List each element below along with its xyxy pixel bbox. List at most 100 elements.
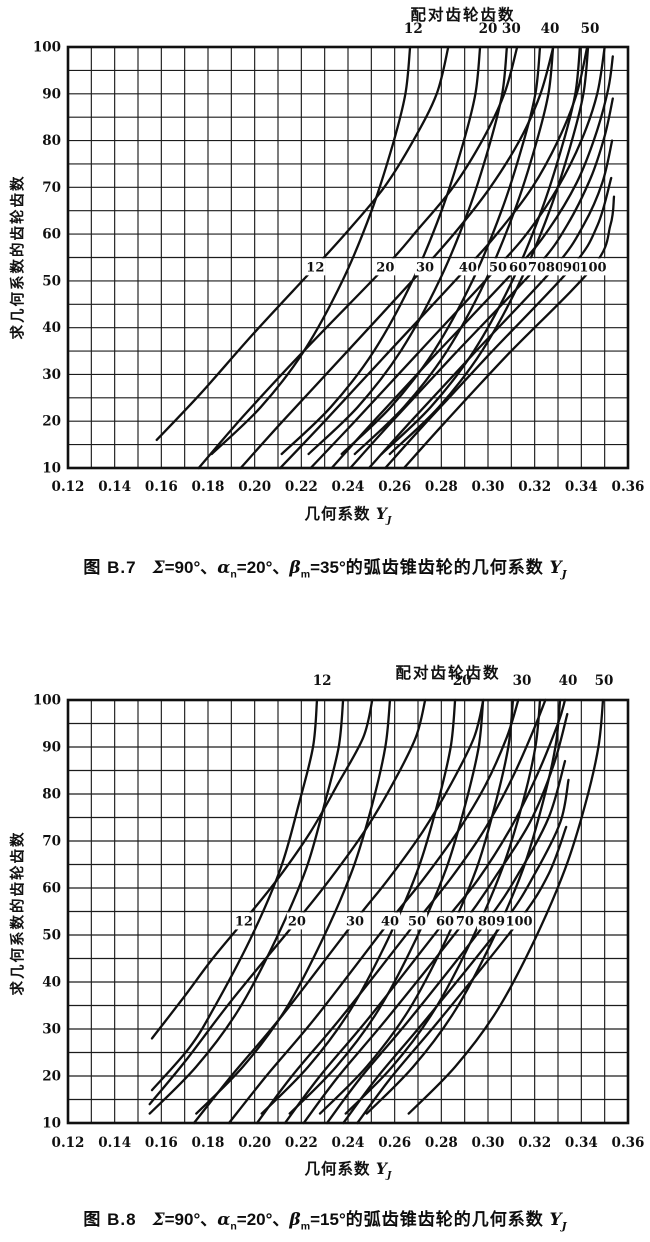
x-tick: 0.18 bbox=[192, 479, 225, 495]
mate-teeth-curve bbox=[148, 698, 345, 1115]
x-tick: 0.16 bbox=[145, 479, 178, 495]
band-label: 60 bbox=[436, 914, 454, 929]
mate-teeth-curve bbox=[150, 698, 374, 1040]
x-axis-symbol: Y bbox=[375, 1159, 387, 1178]
label-chip bbox=[454, 912, 475, 930]
x-tick: 0.14 bbox=[98, 1135, 131, 1151]
y-tick: 80 bbox=[42, 133, 61, 149]
y-tick: 90 bbox=[42, 86, 61, 102]
alpha-symbol: α bbox=[217, 1210, 231, 1230]
yj-symbol: Y bbox=[549, 1210, 562, 1230]
alpha-sub: n bbox=[230, 568, 237, 581]
y-tick: 40 bbox=[42, 320, 61, 336]
beta-symbol: β bbox=[289, 558, 301, 578]
band-label: 20 bbox=[376, 260, 394, 275]
sigma-symbol: Σ bbox=[152, 1210, 165, 1230]
mate-teeth-curve bbox=[356, 825, 568, 1125]
band-label: 80 bbox=[546, 260, 564, 275]
yj-sub: J bbox=[561, 1220, 567, 1233]
x-tick: 0.32 bbox=[518, 479, 551, 495]
mate-teeth-curve bbox=[307, 45, 509, 456]
top-label: 40 bbox=[559, 673, 578, 689]
figure-number: 图 B.7 bbox=[83, 558, 137, 577]
label-chip bbox=[414, 258, 436, 276]
y-tick: 60 bbox=[42, 881, 61, 897]
mate-teeth-curve bbox=[309, 45, 606, 470]
top-label: 20 bbox=[479, 21, 498, 37]
x-tick: 0.26 bbox=[378, 1135, 411, 1151]
mate-teeth-curve bbox=[195, 698, 392, 1115]
y-tick: 100 bbox=[33, 693, 61, 709]
y-tick: 50 bbox=[42, 273, 61, 289]
caption-text: 的弧齿锥齿轮的几何系数 bbox=[345, 558, 550, 577]
band-label: 40 bbox=[381, 914, 399, 929]
top-curve-labels: 12 20 30 40 50 bbox=[404, 21, 599, 37]
grid bbox=[68, 700, 628, 1123]
band-label: 50 bbox=[408, 914, 426, 929]
band-label: 30 bbox=[416, 260, 434, 275]
y-tick: 100 bbox=[33, 40, 61, 56]
x-tick: 0.22 bbox=[285, 1135, 318, 1151]
top-label: 40 bbox=[541, 21, 560, 37]
y-tick: 30 bbox=[42, 1022, 61, 1038]
mate-teeth-curve bbox=[260, 698, 457, 1115]
y-tick: 70 bbox=[42, 180, 61, 196]
band-label: 60 bbox=[509, 260, 527, 275]
x-axis-title-b8: 几何系数 YJ bbox=[305, 1157, 392, 1180]
band-label: 90 bbox=[563, 260, 581, 275]
label-chip bbox=[233, 912, 255, 930]
mate-teeth-curve bbox=[148, 698, 427, 1106]
mate-teeth-heading-b7: 配对齿轮齿数 bbox=[410, 7, 516, 24]
x-tick: 0.20 bbox=[238, 479, 271, 495]
band-label: 20 bbox=[288, 914, 306, 929]
top-label: 12 bbox=[404, 21, 423, 37]
mate-teeth-curve bbox=[279, 45, 589, 470]
mate-teeth-curve bbox=[318, 698, 515, 1115]
y-tick-labels: 100 90 80 70 60 50 40 30 20 10 bbox=[33, 693, 61, 1132]
x-tick: 0.34 bbox=[565, 1135, 598, 1151]
x-tick: 0.30 bbox=[472, 1135, 505, 1151]
y-tick: 80 bbox=[42, 787, 61, 803]
sigma-symbol: Σ bbox=[152, 558, 165, 578]
sigma-value: =90°、 bbox=[164, 558, 218, 577]
x-tick-labels: 0.12 0.14 0.16 0.18 0.20 0.22 0.24 0.26 0.28 0.30… bbox=[52, 479, 645, 495]
yj-symbol: Y bbox=[549, 558, 562, 578]
band-label: 100 bbox=[505, 914, 532, 929]
label-chip bbox=[505, 912, 533, 930]
label-chip bbox=[561, 258, 583, 276]
x-tick: 0.28 bbox=[425, 479, 458, 495]
mate-teeth-curve bbox=[283, 698, 567, 1125]
x-tick: 0.20 bbox=[238, 1135, 271, 1151]
top-label: 50 bbox=[581, 21, 600, 37]
mate-teeth-curve bbox=[150, 698, 319, 1092]
band-label: 50 bbox=[489, 260, 507, 275]
y-axis-title-b8: 求几何系数的齿轮齿数 bbox=[10, 830, 27, 996]
label-chip bbox=[375, 258, 396, 276]
mate-teeth-curve bbox=[388, 45, 590, 456]
y-tick: 50 bbox=[42, 928, 61, 944]
y-tick-labels: 100 90 80 70 60 50 40 30 20 10 bbox=[33, 40, 61, 477]
x-tick: 0.22 bbox=[285, 479, 318, 495]
mate-teeth-heading-b8: 配对齿轮齿数 bbox=[395, 665, 501, 682]
mate-teeth-curve bbox=[192, 698, 485, 1125]
alpha-value: =20°、 bbox=[236, 558, 290, 577]
x-tick: 0.34 bbox=[565, 479, 598, 495]
figure-number: 图 B.8 bbox=[83, 1210, 137, 1229]
x-tick: 0.14 bbox=[98, 479, 131, 495]
mate-teeth-curve bbox=[407, 698, 605, 1115]
label-chip bbox=[344, 912, 366, 930]
label-chip bbox=[286, 912, 307, 930]
x-tick: 0.24 bbox=[332, 479, 365, 495]
x-tick: 0.16 bbox=[145, 1135, 178, 1151]
mate-teeth-curve bbox=[255, 698, 547, 1125]
mate-teeth-curve bbox=[197, 45, 519, 470]
y-tick: 20 bbox=[42, 414, 61, 430]
x-tick: 0.18 bbox=[192, 1135, 225, 1151]
x-tick: 0.30 bbox=[472, 479, 505, 495]
band-label: 70 bbox=[456, 914, 474, 929]
label-chip bbox=[406, 912, 428, 930]
x-tick: 0.12 bbox=[52, 479, 85, 495]
mate-teeth-curve bbox=[340, 45, 542, 456]
